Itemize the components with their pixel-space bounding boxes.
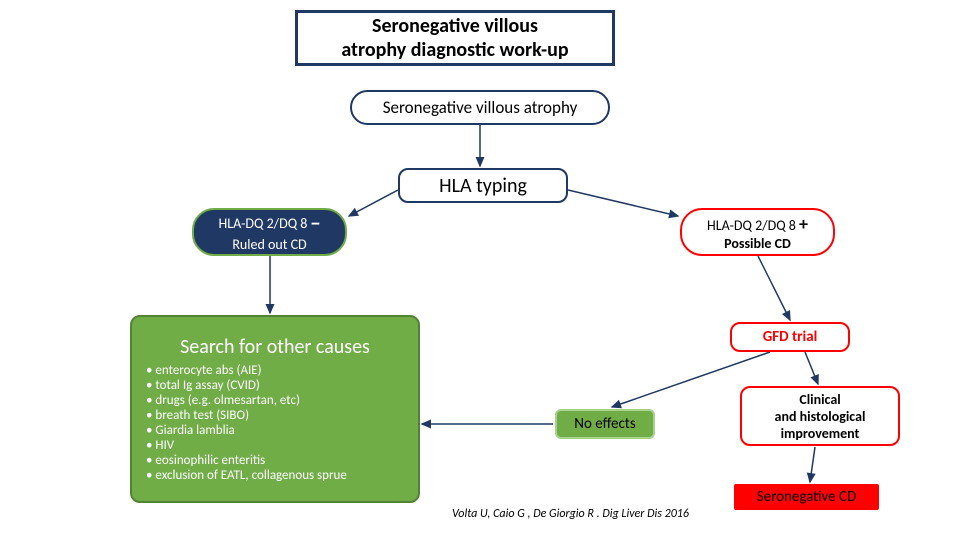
hla-text: HLA typing bbox=[439, 174, 527, 198]
search-item: drugs (e.g. olmesartan, etc) bbox=[146, 393, 347, 408]
node-seronegative-cd: Seronegative CD bbox=[734, 484, 879, 510]
node-hla-positive: HLA-DQ 2/DQ 8 + Possible CD bbox=[680, 208, 835, 256]
clin-l2: and histological bbox=[775, 408, 866, 425]
noeffects-text: No effects bbox=[574, 415, 635, 433]
search-header: Search for other causes bbox=[180, 335, 370, 359]
pos-line1: HLA-DQ 2/DQ 8 + bbox=[707, 213, 808, 235]
node-start: Seronegative villous atrophy bbox=[350, 90, 610, 125]
connector-arrow bbox=[810, 447, 815, 482]
search-item: total Ig assay (CVID) bbox=[146, 378, 347, 393]
serocd-text: Seronegative CD bbox=[757, 488, 857, 506]
search-item: enterocyte abs (AIE) bbox=[146, 363, 347, 378]
node-hla-typing: HLA typing bbox=[398, 168, 568, 203]
node-clinical-improvement: Clinical and histological improvement bbox=[740, 386, 900, 446]
neg-line1: HLA-DQ 2/DQ 8 − bbox=[218, 212, 320, 236]
gfd-text: GFD trial bbox=[763, 328, 818, 346]
title-line1: Seronegative villous bbox=[372, 14, 538, 38]
citation: Volta U, Caio G , De Giorgio R . Dig Liv… bbox=[452, 507, 689, 521]
search-item: breath test (SIBO) bbox=[146, 408, 347, 423]
search-item: eosinophilic enteritis bbox=[146, 453, 347, 468]
node-hla-negative: HLA-DQ 2/DQ 8 − Ruled out CD bbox=[192, 208, 347, 256]
search-item: HIV bbox=[146, 438, 347, 453]
search-item: exclusion of EATL, collagenous sprue bbox=[146, 468, 347, 483]
clin-l1: Clinical bbox=[799, 391, 840, 408]
neg-sub: Ruled out CD bbox=[232, 236, 306, 253]
title-line2: atrophy diagnostic work-up bbox=[341, 38, 568, 62]
start-text: Seronegative villous atrophy bbox=[383, 97, 578, 118]
clin-l3: improvement bbox=[781, 425, 860, 442]
connector-arrow bbox=[805, 352, 818, 384]
connector-arrow bbox=[349, 190, 398, 216]
node-search-causes: Search for other causes enterocyte abs (… bbox=[130, 315, 420, 503]
node-gfd-trial: GFD trial bbox=[730, 322, 850, 352]
search-item: Giardia lamblia bbox=[146, 423, 347, 438]
search-causes-list: enterocyte abs (AIE)total Ig assay (CVID… bbox=[146, 363, 347, 483]
pos-sub: Possible CD bbox=[724, 235, 791, 252]
connector-arrow bbox=[758, 256, 790, 320]
diagram-title: Seronegative villous atrophy diagnostic … bbox=[295, 10, 615, 66]
connector-arrow bbox=[568, 190, 678, 216]
node-no-effects: No effects bbox=[555, 409, 655, 439]
